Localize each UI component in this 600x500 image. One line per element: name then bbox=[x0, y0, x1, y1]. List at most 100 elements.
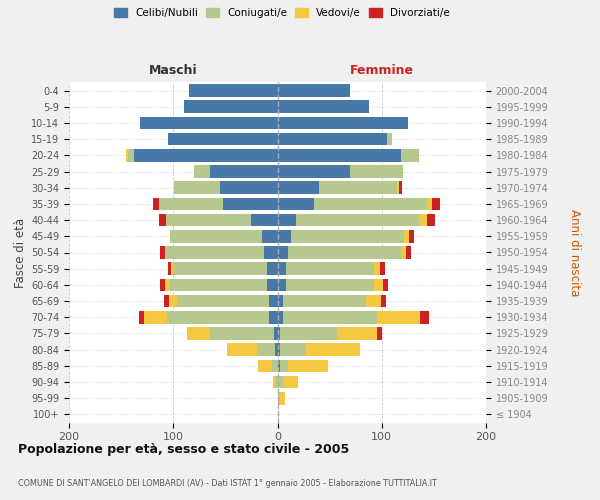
Bar bbox=[288, 246, 401, 259]
Bar bbox=[257, 360, 272, 372]
Bar bbox=[380, 262, 385, 275]
Bar bbox=[286, 262, 374, 275]
Bar bbox=[227, 344, 257, 356]
Text: Femmine: Femmine bbox=[350, 64, 414, 78]
Bar bbox=[169, 295, 178, 308]
Bar bbox=[286, 278, 374, 291]
Bar bbox=[210, 165, 277, 178]
Bar bbox=[421, 311, 428, 324]
Bar bbox=[283, 311, 377, 324]
Bar bbox=[171, 262, 173, 275]
Bar bbox=[154, 198, 158, 210]
Bar bbox=[168, 133, 277, 145]
Bar bbox=[277, 149, 401, 162]
Bar bbox=[210, 327, 274, 340]
Bar bbox=[277, 311, 283, 324]
Bar bbox=[277, 392, 280, 404]
Bar bbox=[178, 295, 269, 308]
Bar bbox=[397, 182, 400, 194]
Bar bbox=[319, 182, 397, 194]
Bar bbox=[314, 198, 427, 210]
Bar bbox=[377, 311, 421, 324]
Bar bbox=[267, 262, 277, 275]
Bar bbox=[280, 344, 305, 356]
Bar bbox=[251, 214, 277, 226]
Bar bbox=[140, 116, 277, 130]
Bar bbox=[337, 327, 377, 340]
Text: Maschi: Maschi bbox=[149, 64, 197, 78]
Bar bbox=[277, 84, 350, 97]
Bar bbox=[432, 198, 440, 210]
Bar bbox=[164, 295, 169, 308]
Bar bbox=[277, 116, 408, 130]
Bar bbox=[277, 278, 286, 291]
Bar bbox=[277, 214, 296, 226]
Bar bbox=[409, 230, 414, 242]
Bar bbox=[220, 182, 277, 194]
Bar bbox=[277, 133, 387, 145]
Y-axis label: Anni di nascita: Anni di nascita bbox=[568, 209, 581, 296]
Bar bbox=[374, 278, 383, 291]
Bar bbox=[419, 214, 427, 226]
Bar bbox=[189, 84, 277, 97]
Bar bbox=[269, 295, 277, 308]
Bar bbox=[272, 360, 277, 372]
Bar bbox=[166, 214, 251, 226]
Bar bbox=[277, 246, 288, 259]
Bar bbox=[400, 182, 401, 194]
Bar bbox=[174, 182, 220, 194]
Bar bbox=[280, 327, 337, 340]
Bar bbox=[277, 100, 369, 113]
Bar bbox=[264, 246, 277, 259]
Bar bbox=[184, 100, 277, 113]
Bar bbox=[170, 230, 262, 242]
Bar bbox=[366, 295, 381, 308]
Bar bbox=[283, 295, 366, 308]
Bar bbox=[269, 311, 277, 324]
Bar bbox=[383, 278, 388, 291]
Bar bbox=[158, 198, 223, 210]
Bar bbox=[160, 278, 165, 291]
Bar bbox=[277, 327, 280, 340]
Bar bbox=[274, 327, 277, 340]
Text: Popolazione per età, sesso e stato civile - 2005: Popolazione per età, sesso e stato civil… bbox=[18, 442, 349, 456]
Bar bbox=[168, 262, 171, 275]
Bar bbox=[277, 198, 314, 210]
Bar bbox=[277, 360, 280, 372]
Bar bbox=[387, 133, 392, 145]
Bar bbox=[288, 360, 328, 372]
Bar bbox=[127, 149, 128, 162]
Bar bbox=[374, 262, 380, 275]
Bar bbox=[139, 311, 144, 324]
Bar bbox=[277, 295, 283, 308]
Bar bbox=[277, 344, 280, 356]
Bar bbox=[223, 198, 277, 210]
Legend: Celibi/Nubili, Coniugati/e, Vedovi/e, Divorziati/e: Celibi/Nubili, Coniugati/e, Vedovi/e, Di… bbox=[114, 8, 450, 18]
Bar bbox=[165, 246, 264, 259]
Bar bbox=[128, 149, 134, 162]
Bar bbox=[170, 278, 267, 291]
Bar bbox=[167, 311, 269, 324]
Bar bbox=[275, 344, 277, 356]
Bar bbox=[427, 198, 432, 210]
Bar bbox=[267, 278, 277, 291]
Bar bbox=[277, 262, 286, 275]
Bar bbox=[277, 230, 291, 242]
Bar bbox=[401, 246, 406, 259]
Bar bbox=[160, 246, 165, 259]
Bar bbox=[305, 344, 360, 356]
Bar bbox=[274, 376, 275, 388]
Bar bbox=[277, 376, 283, 388]
Bar bbox=[404, 230, 409, 242]
Bar bbox=[277, 165, 350, 178]
Bar bbox=[194, 165, 210, 178]
Bar bbox=[296, 214, 419, 226]
Bar bbox=[173, 262, 267, 275]
Bar bbox=[158, 214, 166, 226]
Y-axis label: Fasce di età: Fasce di età bbox=[14, 218, 27, 288]
Bar bbox=[406, 246, 411, 259]
Bar bbox=[280, 392, 285, 404]
Bar bbox=[427, 214, 435, 226]
Bar bbox=[401, 149, 419, 162]
Bar bbox=[377, 327, 382, 340]
